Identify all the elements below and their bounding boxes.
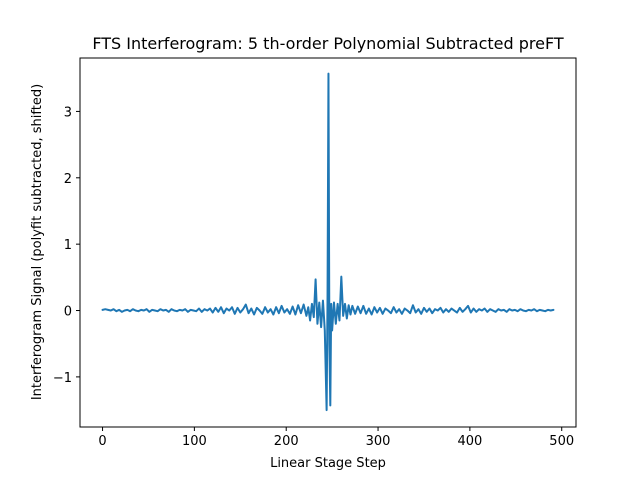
- tick-layer: 0 100 200 300 400 500 −1 0 1 2 3: [53, 105, 574, 449]
- y-axis-label: Interferogram Signal (polyfit subtracted…: [30, 84, 45, 400]
- x-tick-label: 300: [366, 434, 391, 449]
- y-tick-label: 3: [64, 105, 72, 120]
- x-tick-label: 100: [182, 434, 207, 449]
- y-tick-label: 2: [64, 172, 72, 187]
- x-tick-label: 0: [98, 434, 106, 449]
- x-axis-label: Linear Stage Step: [270, 456, 386, 471]
- plot-frame: [79, 57, 577, 428]
- series-layer: [101, 72, 555, 412]
- y-tick-label: 1: [64, 238, 72, 253]
- series-line: [101, 72, 555, 412]
- x-tick-label: 400: [457, 434, 482, 449]
- y-tick-label: 0: [64, 305, 72, 320]
- y-tick-label: −1: [53, 371, 72, 386]
- x-tick-label: 200: [274, 434, 299, 449]
- chart-title: FTS Interferogram: 5 th-order Polynomial…: [92, 34, 564, 53]
- x-tick-label: 500: [549, 434, 574, 449]
